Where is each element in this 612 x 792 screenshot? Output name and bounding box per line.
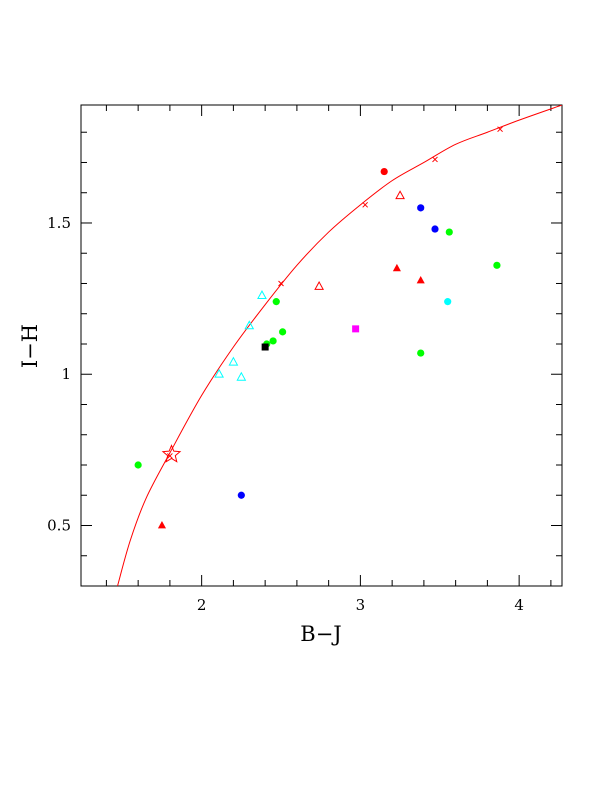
- model-curve: [117, 105, 562, 586]
- plot-frame: [80, 104, 563, 587]
- data-point-circle: [445, 228, 453, 236]
- data-point-circle: [134, 461, 142, 469]
- data-point-square: [261, 343, 269, 351]
- data-point-circle: [493, 261, 501, 269]
- data-point-triangle-open: [214, 368, 225, 378]
- curve-cross-marker: [167, 453, 173, 459]
- data-point-triangle-filled: [157, 520, 167, 529]
- curve-cross-marker: [278, 280, 284, 287]
- model-curve-layer: [117, 105, 562, 586]
- data-point-triangle-open: [395, 190, 405, 200]
- data-point-triangle-filled: [392, 263, 401, 272]
- curve-cross-marker: [362, 201, 369, 208]
- y-tick-label: 0.5: [47, 516, 71, 534]
- data-point-circle: [279, 328, 287, 336]
- data-point-triangle-open: [244, 320, 255, 330]
- data-point-circle: [417, 204, 425, 212]
- data-point-triangle-open: [236, 371, 247, 381]
- data-point-triangle-open: [228, 356, 239, 366]
- x-axis-title: B−J: [300, 622, 341, 646]
- data-point-circle: [380, 167, 388, 176]
- data-point-circle: [444, 298, 452, 306]
- axis-ticks: [81, 105, 562, 587]
- data-point-circle: [431, 225, 439, 233]
- data-point-triangle-filled: [416, 275, 425, 284]
- data-point-circle: [417, 349, 425, 357]
- axis-tick-labels: 2 3 4 0.5 1 1.5: [47, 214, 524, 614]
- data-point-circle: [269, 337, 277, 345]
- curve-cross-marker: [497, 126, 503, 133]
- x-tick-label: 2: [197, 596, 207, 614]
- data-point-triangle-open: [314, 280, 325, 290]
- x-tick-label: 3: [356, 596, 366, 614]
- curve-cross-marker: [432, 156, 438, 163]
- data-point-square: [352, 325, 360, 333]
- y-tick-label: 1.5: [47, 214, 71, 232]
- data-points-layer: [134, 167, 501, 529]
- x-tick-label: 4: [514, 596, 524, 614]
- y-tick-label: 1: [61, 365, 71, 383]
- star-marker: [161, 444, 182, 463]
- y-axis-title: I−H: [18, 324, 42, 368]
- data-point-triangle-open: [257, 290, 267, 300]
- data-point-circle: [272, 298, 280, 306]
- data-point-circle: [237, 491, 245, 499]
